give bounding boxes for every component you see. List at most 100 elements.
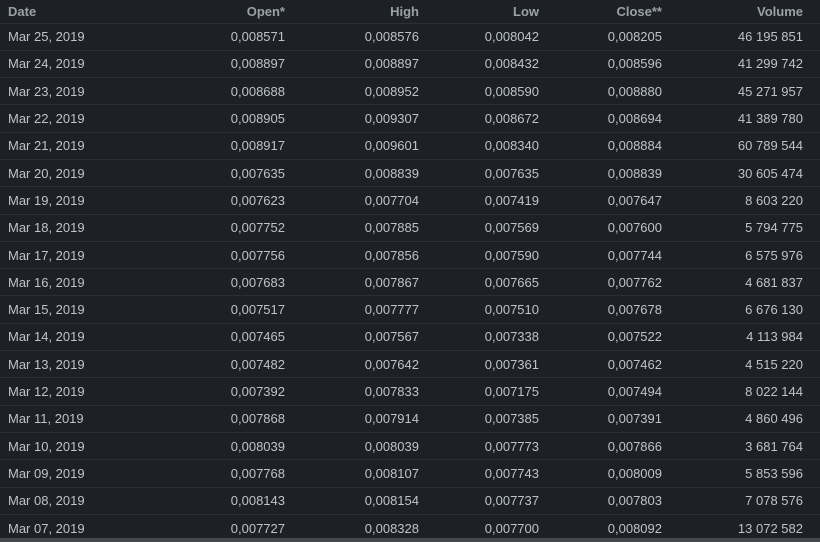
cell-volume: 60 789 544 xyxy=(662,131,820,160)
cell-low: 0,007635 xyxy=(419,158,539,187)
cell-high: 0,009601 xyxy=(285,131,419,160)
cell-low: 0,007773 xyxy=(419,431,539,460)
table-row: Mar 07, 2019 0,007727 0,008328 0,007700 … xyxy=(0,513,820,542)
cell-date: Mar 13, 2019 xyxy=(0,350,190,378)
cell-low: 0,008042 xyxy=(419,22,539,51)
cell-low: 0,007665 xyxy=(419,268,539,296)
cell-volume: 46 195 851 xyxy=(662,22,820,51)
cell-open: 0,008688 xyxy=(190,77,285,105)
cell-open: 0,007517 xyxy=(190,295,285,324)
cell-high: 0,007856 xyxy=(285,240,419,269)
cell-close: 0,007494 xyxy=(539,377,662,406)
cell-volume: 4 113 984 xyxy=(662,322,820,351)
cell-open: 0,007683 xyxy=(190,268,285,296)
cell-date: Mar 23, 2019 xyxy=(0,77,190,105)
cell-date: Mar 20, 2019 xyxy=(0,158,190,187)
cell-open: 0,008039 xyxy=(190,431,285,460)
cell-high: 0,008039 xyxy=(285,431,419,460)
cell-close: 0,008694 xyxy=(539,104,662,133)
cell-high: 0,007777 xyxy=(285,295,419,324)
table-row: Mar 19, 2019 0,007623 0,007704 0,007419 … xyxy=(0,186,820,215)
cell-close: 0,007522 xyxy=(539,322,662,351)
cell-date: Mar 16, 2019 xyxy=(0,268,190,296)
cell-volume: 13 072 582 xyxy=(662,513,820,542)
cell-date: Mar 10, 2019 xyxy=(0,431,190,460)
column-header: Low xyxy=(513,3,539,19)
cell-high: 0,008107 xyxy=(285,459,419,488)
table-row: Mar 13, 2019 0,007482 0,007642 0,007361 … xyxy=(0,350,820,378)
cell-open: 0,007482 xyxy=(190,350,285,378)
cell-low: 0,007510 xyxy=(419,295,539,324)
cell-high: 0,007833 xyxy=(285,377,419,406)
cell-volume: 45 271 957 xyxy=(662,77,820,105)
cell-low: 0,007569 xyxy=(419,213,539,242)
cell-open: 0,008571 xyxy=(190,22,285,51)
cell-date: Mar 22, 2019 xyxy=(0,104,190,133)
cell-open: 0,007752 xyxy=(190,213,285,242)
cell-date: Mar 15, 2019 xyxy=(0,295,190,324)
cell-volume: 8 603 220 xyxy=(662,186,820,215)
cell-volume: 4 515 220 xyxy=(662,350,820,378)
cell-volume: 3 681 764 xyxy=(662,431,820,460)
cell-volume: 5 853 596 xyxy=(662,459,820,488)
table-row: Mar 08, 2019 0,008143 0,008154 0,007737 … xyxy=(0,486,820,515)
cell-high: 0,008328 xyxy=(285,513,419,542)
cell-open: 0,008897 xyxy=(190,49,285,78)
cell-volume: 30 605 474 xyxy=(662,158,820,187)
cell-high: 0,007567 xyxy=(285,322,419,351)
cell-close: 0,007762 xyxy=(539,268,662,296)
cell-close: 0,008884 xyxy=(539,131,662,160)
cell-open: 0,008905 xyxy=(190,104,285,133)
cell-date: Mar 09, 2019 xyxy=(0,459,190,488)
cell-high: 0,008576 xyxy=(285,22,419,51)
cell-high: 0,009307 xyxy=(285,104,419,133)
cell-date: Mar 11, 2019 xyxy=(0,404,190,433)
table-header-row: Date Open* High Low Close** Volume xyxy=(0,0,820,23)
cell-volume: 41 389 780 xyxy=(662,104,820,133)
column-header: Volume xyxy=(757,3,803,19)
cell-low: 0,007361 xyxy=(419,350,539,378)
cell-close: 0,007678 xyxy=(539,295,662,324)
cell-close: 0,008596 xyxy=(539,49,662,78)
cell-open: 0,007465 xyxy=(190,322,285,351)
cell-volume: 4 860 496 xyxy=(662,404,820,433)
cell-volume: 8 022 144 xyxy=(662,377,820,406)
cell-open: 0,007768 xyxy=(190,459,285,488)
cell-date: Mar 08, 2019 xyxy=(0,486,190,515)
table-row: Mar 18, 2019 0,007752 0,007885 0,007569 … xyxy=(0,213,820,242)
cell-close: 0,007866 xyxy=(539,431,662,460)
cell-close: 0,007803 xyxy=(539,486,662,515)
table-row: Mar 10, 2019 0,008039 0,008039 0,007773 … xyxy=(0,431,820,460)
cell-low: 0,007743 xyxy=(419,459,539,488)
cell-date: Mar 07, 2019 xyxy=(0,513,190,542)
table-row: Mar 12, 2019 0,007392 0,007833 0,007175 … xyxy=(0,377,820,406)
cell-date: Mar 18, 2019 xyxy=(0,213,190,242)
cell-date: Mar 14, 2019 xyxy=(0,322,190,351)
cell-low: 0,007419 xyxy=(419,186,539,215)
cell-close: 0,007600 xyxy=(539,213,662,242)
cell-low: 0,007338 xyxy=(419,322,539,351)
cell-open: 0,007392 xyxy=(190,377,285,406)
table-row: Mar 24, 2019 0,008897 0,008897 0,008432 … xyxy=(0,49,820,78)
cell-close: 0,007647 xyxy=(539,186,662,215)
column-header: Close** xyxy=(616,3,662,19)
table-row: Mar 21, 2019 0,008917 0,009601 0,008340 … xyxy=(0,131,820,160)
cell-date: Mar 12, 2019 xyxy=(0,377,190,406)
cell-low: 0,008340 xyxy=(419,131,539,160)
cell-high: 0,008154 xyxy=(285,486,419,515)
table-row: Mar 22, 2019 0,008905 0,009307 0,008672 … xyxy=(0,104,820,133)
cell-open: 0,007756 xyxy=(190,240,285,269)
cell-low: 0,007737 xyxy=(419,486,539,515)
horizontal-scrollbar[interactable] xyxy=(0,538,820,542)
cell-open: 0,007868 xyxy=(190,404,285,433)
cell-low: 0,008590 xyxy=(419,77,539,105)
cell-volume: 7 078 576 xyxy=(662,486,820,515)
cell-high: 0,007914 xyxy=(285,404,419,433)
cell-open: 0,008917 xyxy=(190,131,285,160)
cell-close: 0,007391 xyxy=(539,404,662,433)
cell-date: Mar 19, 2019 xyxy=(0,186,190,215)
cell-volume: 41 299 742 xyxy=(662,49,820,78)
cell-high: 0,008839 xyxy=(285,158,419,187)
